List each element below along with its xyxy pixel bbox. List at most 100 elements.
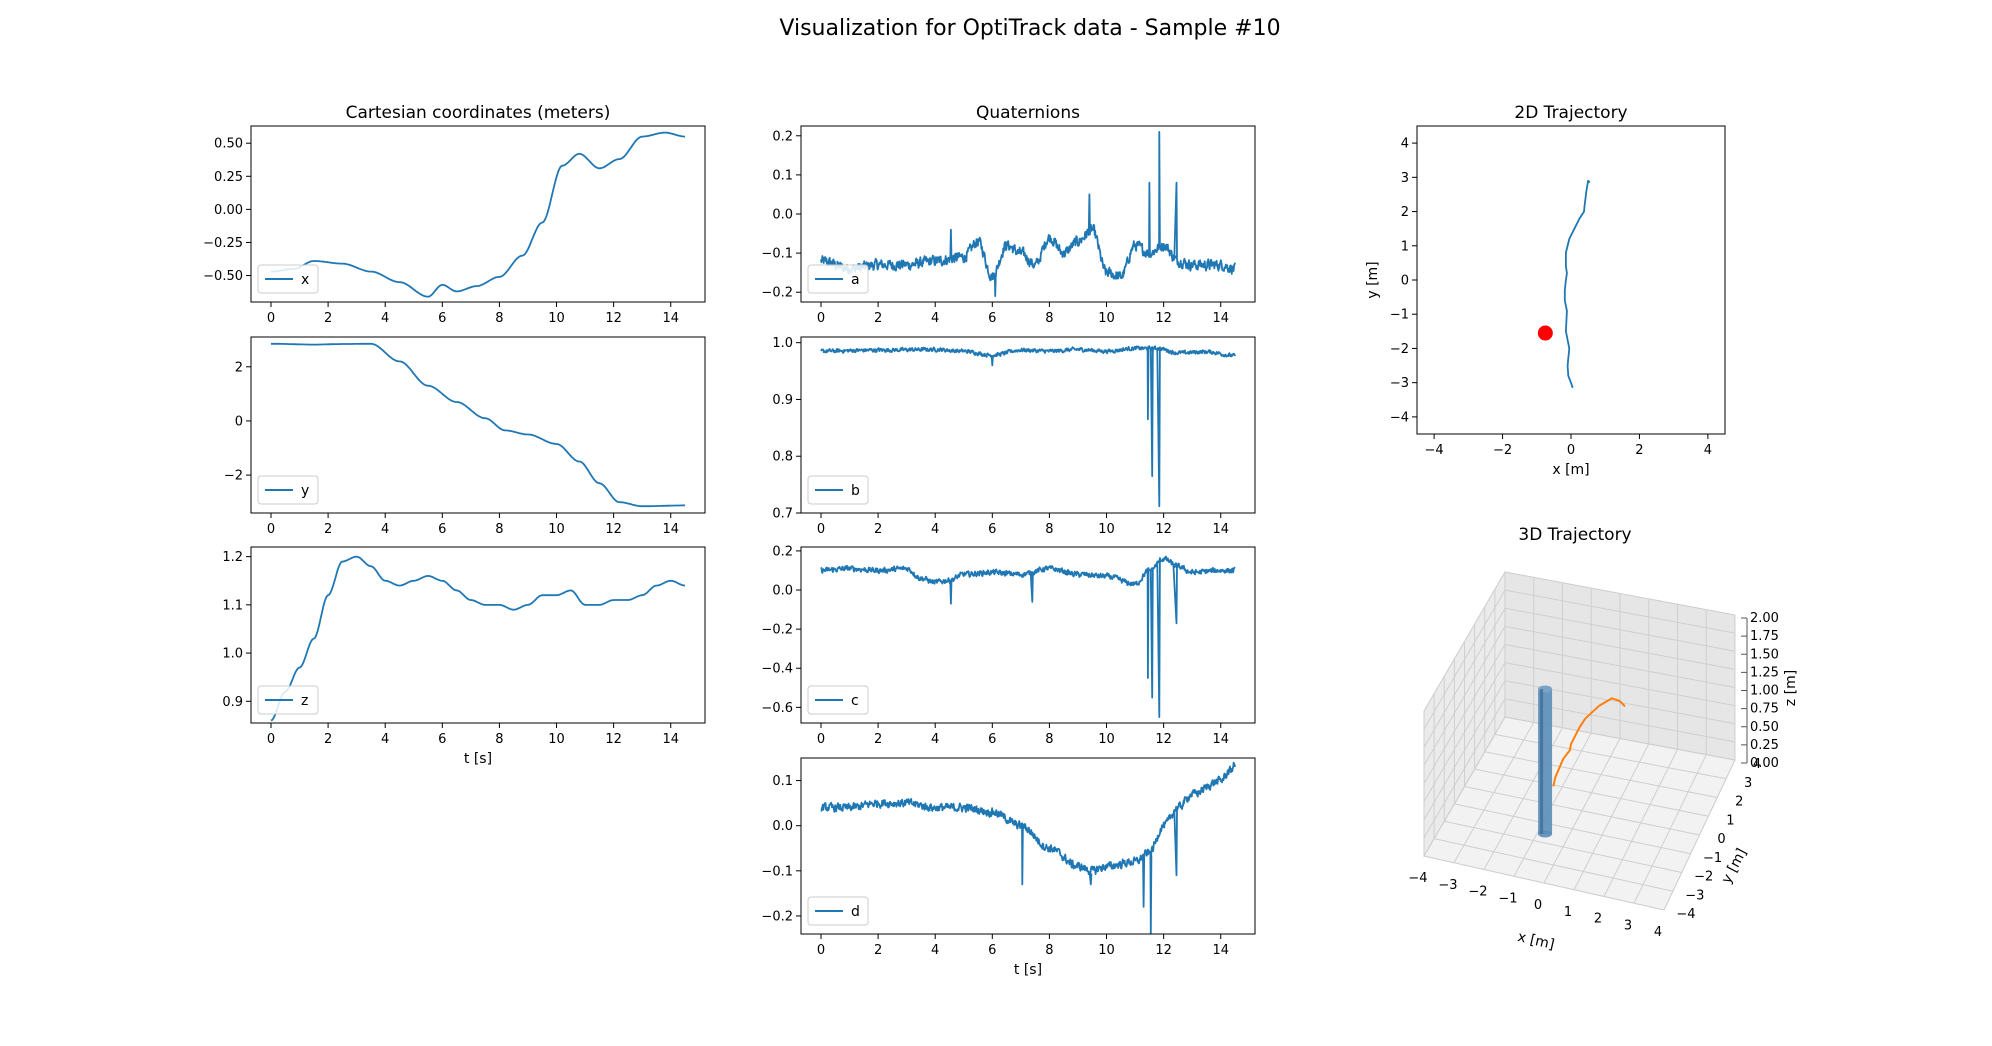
x-tick-label: 2 xyxy=(324,522,332,537)
legend: c xyxy=(807,685,869,715)
legend-label: b xyxy=(851,483,860,499)
x-tick-label: 10 xyxy=(548,732,565,747)
y-tick-label: 4 xyxy=(1753,757,1761,772)
x-tick-label: 4 xyxy=(931,522,939,537)
grid xyxy=(1423,571,1736,911)
y-tick-label: −0.25 xyxy=(203,236,243,251)
plot-area xyxy=(820,345,1236,508)
x-tick-label: 4 xyxy=(931,732,939,747)
axes-frame xyxy=(800,546,1256,724)
chart-quat-b: 0 2 4 6 8 10 12 14 0.7 0.8 0.9 1.0 b xyxy=(772,336,1256,537)
axes-frame xyxy=(250,336,706,514)
grid-line xyxy=(1573,743,1650,890)
figure-title: Visualization for OptiTrack data - Sampl… xyxy=(779,16,1280,41)
y-tick-label: −3 xyxy=(1390,376,1409,391)
y-tick-label: 0.0 xyxy=(772,819,793,834)
obstacle-cylinder xyxy=(1538,685,1553,838)
x-tick-label: 10 xyxy=(1098,311,1115,326)
x-tick-label: 6 xyxy=(438,522,446,537)
x-tick-label: 10 xyxy=(1098,732,1115,747)
x-tick-label: 2 xyxy=(874,522,882,537)
y-tick-label: −0.2 xyxy=(761,909,793,924)
chart-cart-y: 0 2 4 6 8 10 12 14 −2 0 2 y xyxy=(224,336,706,537)
x-tick-label: 6 xyxy=(988,943,996,958)
y-tick-label: −1 xyxy=(1703,851,1722,866)
grid-line xyxy=(1504,625,1736,670)
x-tick-label: 14 xyxy=(1212,522,1229,537)
x-tick-label: 14 xyxy=(1212,943,1229,958)
chart-quat-c: 0 2 4 6 8 10 12 14 −0.6 −0.4 −0.2 0.0 0.2 c xyxy=(761,544,1256,747)
grid-line xyxy=(1504,644,1736,688)
chart-cart-x: Cartesian coordinates (meters) 0 2 4 6 8 10 12 1… xyxy=(203,103,706,326)
x-tick-label: 0 xyxy=(817,943,825,958)
x-tick-label: 2 xyxy=(874,943,882,958)
chart-title: Quaternions xyxy=(976,103,1080,123)
y-tick-label: −0.6 xyxy=(761,701,793,716)
series-line-b xyxy=(820,345,1236,508)
y-tick-label: −2 xyxy=(1390,342,1409,357)
legend-label: a xyxy=(851,272,860,288)
x-tick-label: 12 xyxy=(1155,732,1172,747)
y-tick-label: 0.25 xyxy=(214,170,243,185)
x-tick-label: 10 xyxy=(1098,943,1115,958)
y-tick-label: −0.50 xyxy=(203,269,243,284)
y-tick-label: 3 xyxy=(1744,776,1752,791)
y-tick-label: −1 xyxy=(1390,308,1409,323)
grid-line xyxy=(1504,607,1736,652)
y-axis-label: y [m] xyxy=(1365,261,1381,298)
axes-frame xyxy=(250,546,706,724)
y-tick-label: −4 xyxy=(1390,410,1409,425)
x-tick-label: 14 xyxy=(662,522,679,537)
axes-frame xyxy=(800,757,1256,935)
x-tick-label: 8 xyxy=(1045,943,1053,958)
y-tick-label: 0.9 xyxy=(772,393,793,408)
x-tick-label: 12 xyxy=(605,522,622,537)
y-tick-label: 1.0 xyxy=(772,336,793,351)
series-line-traj-2d xyxy=(1563,179,1591,389)
y-tick-label: 0 xyxy=(1401,274,1409,289)
z-tick-label: 0.50 xyxy=(1750,720,1779,735)
y-tick-label: −3 xyxy=(1685,888,1704,903)
x-tick-label: 4 xyxy=(381,311,389,326)
x-tick-label: 12 xyxy=(1155,943,1172,958)
axes-frame xyxy=(800,125,1256,303)
grid-line xyxy=(1504,571,1736,616)
chart-title: 3D Trajectory xyxy=(1518,525,1631,545)
x-tick-label: 14 xyxy=(1212,732,1229,747)
x-axis-label: x [m] xyxy=(1516,929,1556,953)
chart-cart-z: 0 2 4 6 8 10 12 14 0.9 1.0 1.1 1.2 t [s] z xyxy=(222,546,706,767)
x-axis-label: x [m] xyxy=(1552,462,1589,478)
y-tick-label: 0 xyxy=(1717,832,1725,847)
legend-label: z xyxy=(301,693,308,709)
x-tick-label: 0 xyxy=(267,311,275,326)
y-tick-label: −2 xyxy=(224,469,243,484)
x-tick-label: 4 xyxy=(381,522,389,537)
x-tick-label: −2 xyxy=(1493,443,1512,458)
z-tick-label: 1.75 xyxy=(1750,629,1779,644)
y-tick-label: 0.0 xyxy=(772,208,793,223)
x-tick-label: 4 xyxy=(931,311,939,326)
x-tick-label: 12 xyxy=(1155,522,1172,537)
plot-area xyxy=(270,131,686,298)
legend-label: d xyxy=(851,904,860,920)
axes-frame xyxy=(250,125,706,303)
x-tick-label: 12 xyxy=(605,732,622,747)
z-tick-label: 0.75 xyxy=(1750,702,1779,717)
grid-line xyxy=(1423,607,1506,748)
legend-label: y xyxy=(301,483,309,499)
plot-area xyxy=(1537,179,1591,389)
z-tick-label: 1.00 xyxy=(1750,684,1779,699)
grid-line xyxy=(1494,733,1727,780)
series-line-a xyxy=(820,131,1236,297)
x-tick-label: 10 xyxy=(548,311,565,326)
x-tick-label: −2 xyxy=(1468,885,1487,900)
x-tick-label: 6 xyxy=(988,732,996,747)
series-line-y xyxy=(271,342,685,508)
grid-line xyxy=(1423,571,1506,712)
y-tick-label: 2 xyxy=(1735,795,1743,810)
x-tick-label: 2 xyxy=(1594,912,1602,927)
grid-line xyxy=(1484,751,1718,798)
x-tick-label: 2 xyxy=(874,732,882,747)
y-tick-label: 0.0 xyxy=(772,584,793,599)
x-tick-label: −1 xyxy=(1498,891,1517,906)
